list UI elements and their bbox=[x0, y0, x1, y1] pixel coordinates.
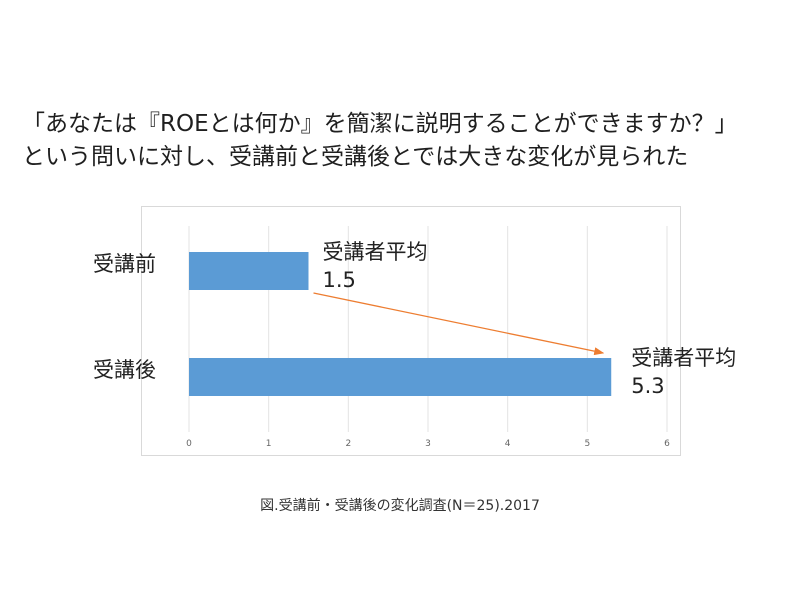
data-label-title-1: 受講者平均 bbox=[631, 346, 736, 370]
data-label-0: 受講者平均 1.5 bbox=[323, 240, 428, 292]
data-label-value-0: 1.5 bbox=[323, 268, 356, 292]
x-tick-label-0: 0 bbox=[186, 439, 192, 449]
data-label-value-1: 5.3 bbox=[631, 374, 664, 398]
x-tick-label-2: 2 bbox=[345, 439, 351, 449]
change-arrow bbox=[313, 292, 605, 356]
data-labels: 受講者平均 1.5 受講者平均 5.3 bbox=[323, 240, 737, 398]
data-label-title-0: 受講者平均 bbox=[323, 240, 428, 264]
x-tick-label-5: 5 bbox=[584, 439, 590, 449]
x-tick-label-6: 6 bbox=[664, 439, 670, 449]
change-arrow-line bbox=[313, 292, 605, 356]
chart-frame bbox=[141, 206, 681, 456]
headline: 「あなたは『ROEとは何か』を簡潔に説明することができますか？」 という問いに対… bbox=[22, 108, 792, 174]
figure-caption: 図.受講前・受講後の変化調査(N＝25).2017 bbox=[260, 498, 540, 514]
category-label-0: 受講前 bbox=[93, 252, 156, 276]
headline-line-2: という問いに対し、受講前と受講後とでは大きな変化が見られた bbox=[22, 144, 689, 170]
bar-1 bbox=[189, 358, 612, 396]
bar-0 bbox=[189, 252, 309, 290]
data-label-1: 受講者平均 5.3 bbox=[631, 346, 736, 398]
bars bbox=[189, 252, 612, 396]
headline-line-1: 「あなたは『ROEとは何か』を簡潔に説明することができますか？」 bbox=[22, 111, 738, 137]
x-tick-label-1: 1 bbox=[266, 439, 272, 449]
x-tick-label-4: 4 bbox=[505, 439, 511, 449]
x-tick-label-3: 3 bbox=[425, 439, 431, 449]
x-tick-labels: 0 1 2 3 4 5 6 bbox=[186, 439, 670, 449]
category-label-1: 受講後 bbox=[93, 358, 156, 382]
